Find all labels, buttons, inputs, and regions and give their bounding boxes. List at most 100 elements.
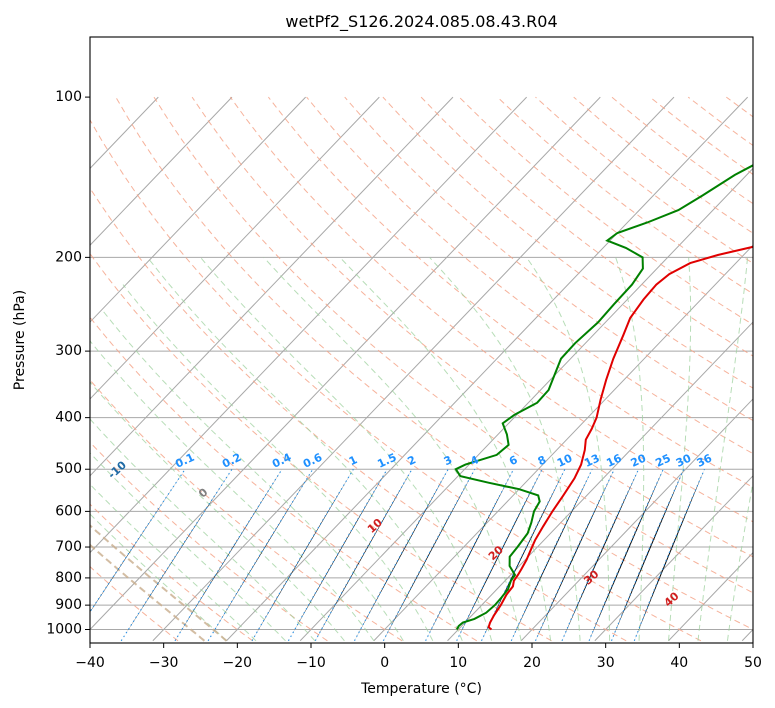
x-tick-label: 40 bbox=[670, 655, 688, 671]
dry-adiabat bbox=[90, 252, 552, 642]
mixing-ratio-label: 3 bbox=[442, 453, 454, 468]
mixing-ratio-label: 0.2 bbox=[220, 451, 243, 471]
dry-adiabat bbox=[115, 96, 753, 631]
x-tick-label: −30 bbox=[149, 655, 179, 671]
moist-adiabat bbox=[697, 257, 749, 641]
dry-adiabat bbox=[458, 96, 753, 326]
moist-adiabat-label: 30 bbox=[581, 567, 601, 587]
x-tick-label: 10 bbox=[449, 655, 467, 671]
mixing-ratio-label: 25 bbox=[653, 452, 672, 470]
mixing-ratio-label: 20 bbox=[629, 451, 649, 469]
y-tick-label: 900 bbox=[55, 597, 82, 613]
dry-adiabat bbox=[90, 379, 403, 642]
dendritic-zone-line bbox=[90, 524, 228, 642]
isotherm-line bbox=[668, 551, 753, 642]
moist-adiabat bbox=[90, 483, 257, 642]
isotherm-line bbox=[90, 96, 601, 631]
dry-adiabat bbox=[344, 96, 753, 422]
mixing-ratio-line bbox=[174, 468, 283, 642]
moist-adiabat bbox=[668, 257, 692, 641]
mixing-ratio-line bbox=[633, 468, 706, 642]
x-tick-label: −10 bbox=[296, 655, 326, 671]
y-tick-label: 800 bbox=[55, 570, 82, 586]
mixing-ratio-label: 36 bbox=[695, 451, 715, 469]
dry-adiabat bbox=[382, 96, 753, 389]
line-labels: 0.10.20.40.611.52346810131620253036-100-… bbox=[105, 451, 715, 610]
moist-adiabat bbox=[90, 418, 316, 642]
mixing-ratio-line bbox=[610, 468, 685, 642]
isotherm-line bbox=[594, 475, 753, 642]
x-tick-label: −40 bbox=[75, 655, 105, 671]
moist-adiabat bbox=[147, 257, 463, 642]
moist-adiabat bbox=[90, 340, 375, 642]
dry-adiabat bbox=[535, 96, 753, 264]
isotherm-line bbox=[0, 97, 11, 641]
dry-adiabat bbox=[90, 565, 179, 642]
moist-adiabat bbox=[122, 284, 434, 642]
y-tick-label: 400 bbox=[55, 410, 82, 426]
y-tick-label: 500 bbox=[55, 461, 82, 477]
mixing-ratio-label: 2 bbox=[406, 453, 418, 468]
x-tick-label: 0 bbox=[380, 655, 389, 671]
dry-adiabat bbox=[497, 96, 753, 295]
moist-adiabat bbox=[615, 257, 645, 641]
isotherm-line bbox=[373, 244, 753, 642]
y-tick-label: 700 bbox=[55, 539, 82, 555]
dry-adiabat bbox=[687, 96, 753, 147]
y-axis-label: Pressure (hPa) bbox=[12, 290, 28, 390]
dry-adiabat bbox=[191, 96, 753, 558]
x-tick-label: 20 bbox=[523, 655, 541, 671]
y-tick-label: 1000 bbox=[46, 622, 82, 638]
dry-adiabat bbox=[573, 96, 753, 234]
y-tick-label: 100 bbox=[55, 89, 82, 105]
dry-adiabat bbox=[268, 96, 753, 488]
sounding-traces bbox=[454, 164, 753, 631]
moist-adiabat bbox=[526, 257, 611, 641]
mixing-ratio-line bbox=[382, 468, 476, 642]
mixing-ratio-label: 16 bbox=[604, 451, 624, 469]
mixing-ratio-line bbox=[90, 468, 186, 613]
mixing-ratio-label: 1 bbox=[347, 453, 359, 468]
isotherm-line bbox=[90, 96, 454, 477]
x-tick-label: −20 bbox=[223, 655, 253, 671]
isotherm-line bbox=[90, 96, 527, 554]
moist-adiabat bbox=[101, 308, 404, 642]
dry-adiabat bbox=[611, 96, 753, 205]
x-axis-label: Temperature (°C) bbox=[360, 681, 482, 697]
mixing-ratio-line bbox=[251, 468, 354, 642]
mixing-ratio-line bbox=[534, 468, 615, 642]
plot-background-lines bbox=[0, 96, 753, 642]
mixing-ratio-label: 13 bbox=[582, 452, 601, 470]
mixing-ratio-line bbox=[287, 468, 388, 642]
dendritic-zone-line bbox=[90, 543, 206, 642]
plot-frame bbox=[89, 36, 754, 644]
mixing-ratio-label: 1.5 bbox=[375, 451, 398, 471]
moist-adiabat bbox=[429, 257, 581, 641]
dry-adiabat bbox=[153, 96, 753, 594]
mixing-ratio-label: 10 bbox=[555, 451, 575, 469]
x-tick-label: 50 bbox=[744, 655, 762, 671]
mixing-ratio-label: 0.1 bbox=[173, 451, 196, 471]
mixing-ratio-line bbox=[456, 468, 543, 642]
isotherm-line bbox=[90, 96, 306, 323]
mixing-ratio-line bbox=[314, 468, 413, 642]
dry-adiabat bbox=[90, 316, 478, 642]
dry-adiabat bbox=[90, 441, 328, 642]
moist-adiabat bbox=[727, 479, 753, 641]
dry-adiabat bbox=[229, 96, 753, 523]
mixing-ratio-label: 30 bbox=[674, 451, 694, 469]
mixing-ratio-line bbox=[120, 468, 233, 642]
isotherm-line bbox=[152, 96, 675, 642]
isotherm-line bbox=[520, 398, 753, 642]
moist-adiabat bbox=[263, 257, 522, 641]
temperature-trace bbox=[487, 245, 753, 631]
mixing-ratio-label: 0.4 bbox=[270, 451, 293, 471]
dry-adiabat bbox=[90, 187, 627, 642]
x-tick-label: 30 bbox=[597, 655, 615, 671]
moist-adiabat bbox=[339, 257, 552, 641]
dewpoint-trace bbox=[454, 164, 753, 630]
mixing-ratio-line bbox=[561, 468, 640, 642]
y-tick-label: 300 bbox=[55, 343, 82, 359]
isotherm-line bbox=[90, 96, 380, 400]
dry-adiabat bbox=[90, 503, 253, 642]
